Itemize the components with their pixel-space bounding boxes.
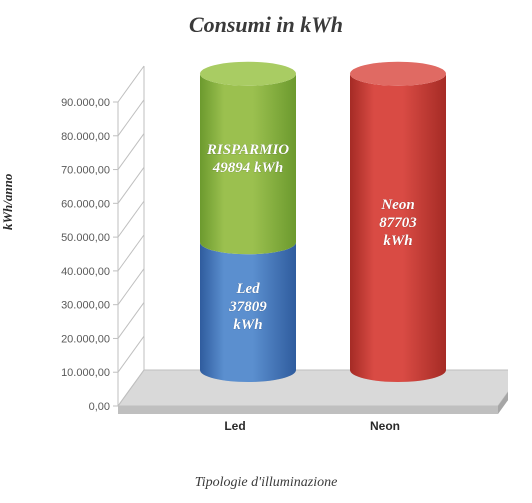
- floor-top: [118, 370, 508, 406]
- y-tick-3d: [118, 167, 144, 203]
- y-tick-3d: [118, 201, 144, 237]
- segment-label-neon: kWh: [383, 233, 412, 249]
- y-tick-label: 40.000,00: [61, 266, 110, 278]
- y-tick-label: 10.000,00: [61, 367, 110, 379]
- segment-label-risparmio: RISPARMIO: [206, 142, 289, 158]
- y-tick-3d: [118, 66, 144, 102]
- y-tick-3d: [118, 134, 144, 170]
- category-label: Led: [224, 419, 245, 433]
- y-tick-label: 60.000,00: [61, 198, 110, 210]
- segment-label-led: 37809: [228, 299, 267, 315]
- segment-label-neon: Neon: [380, 197, 414, 213]
- chart-plot: 0,00 10.000,00 20.000,00 30.000,00 40.000,00…: [48, 60, 508, 440]
- y-tick-label: 90.000,00: [61, 97, 110, 109]
- y-tick-label: 70.000,00: [61, 165, 110, 177]
- y-tick-label: 50.000,00: [61, 232, 110, 244]
- cylinder-top: [350, 62, 446, 86]
- y-tick-3d: [118, 269, 144, 305]
- y-tick-3d: [118, 302, 144, 338]
- y-tick-label: 0,00: [89, 401, 110, 413]
- category-label: Neon: [370, 419, 400, 433]
- segment-label-led: Led: [235, 281, 260, 297]
- y-tick-label: 20.000,00: [61, 333, 110, 345]
- cylinder-top: [200, 62, 296, 86]
- y-tick-label: 30.000,00: [61, 300, 110, 312]
- y-tick-3d: [118, 235, 144, 271]
- y-tick-3d: [118, 336, 144, 372]
- chart-title: Consumi in kWh: [0, 12, 532, 38]
- segment-label-risparmio: 49894 kWh: [212, 160, 283, 176]
- floor-front: [118, 406, 498, 414]
- segment-label-led: kWh: [233, 317, 262, 333]
- y-axis-label: kWh/anno: [0, 174, 16, 230]
- y-tick-label: 80.000,00: [61, 131, 110, 143]
- y-tick-3d: [118, 100, 144, 136]
- segment-label-neon: 87703: [379, 215, 417, 231]
- x-axis-label: Tipologie d'illuminazione: [0, 475, 532, 491]
